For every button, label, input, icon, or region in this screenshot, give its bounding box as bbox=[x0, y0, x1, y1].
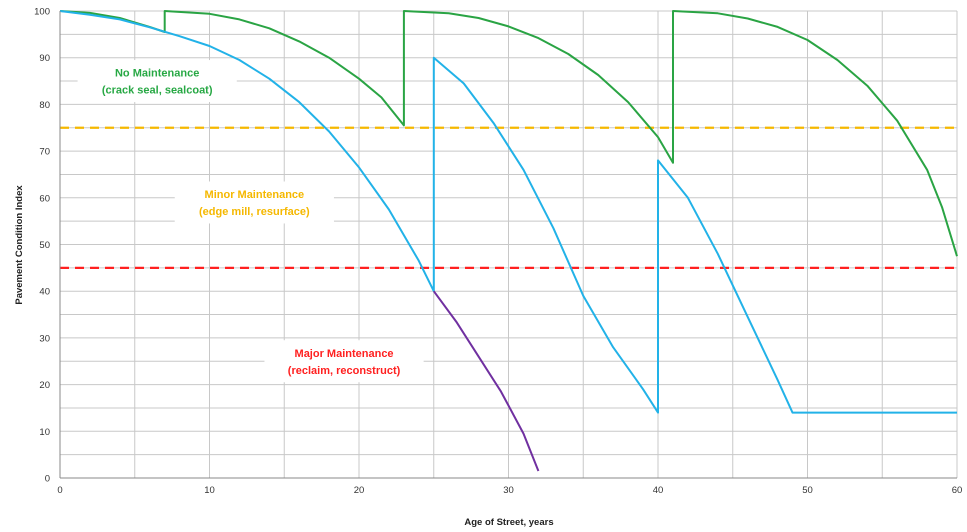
y-tick-label: 0 bbox=[45, 474, 50, 485]
annotation-label: Major Maintenance bbox=[295, 348, 394, 360]
x-tick-label: 60 bbox=[952, 485, 963, 496]
y-tick-label: 10 bbox=[39, 427, 50, 438]
x-axis-title: Age of Street, years bbox=[464, 517, 553, 528]
y-axis-title: Pavement Condition Index bbox=[14, 185, 25, 305]
annotation-box bbox=[264, 340, 424, 383]
y-tick-label: 40 bbox=[39, 287, 50, 298]
annotation-label: Minor Maintenance bbox=[205, 189, 305, 201]
annotation-label: (reclaim, reconstruct) bbox=[288, 365, 401, 377]
annotation-box bbox=[174, 181, 334, 224]
series-line bbox=[59, 10, 957, 414]
series-line bbox=[59, 10, 958, 257]
annotation-label: (crack seal, sealcoat) bbox=[102, 85, 213, 97]
annotation-box bbox=[77, 60, 237, 103]
y-tick-label: 100 bbox=[34, 7, 50, 18]
series-lines bbox=[59, 10, 958, 472]
x-tick-label: 30 bbox=[503, 485, 514, 496]
y-tick-label: 50 bbox=[39, 240, 50, 251]
x-tick-label: 40 bbox=[653, 485, 664, 496]
y-tick-label: 30 bbox=[39, 333, 50, 344]
x-tick-label: 10 bbox=[204, 485, 215, 496]
y-tick-label: 90 bbox=[39, 53, 50, 64]
y-tick-label: 70 bbox=[39, 147, 50, 158]
x-tick-label: 50 bbox=[802, 485, 813, 496]
annotation-label: (edge mill, resurface) bbox=[199, 206, 310, 218]
y-tick-label: 20 bbox=[39, 380, 50, 391]
axes: 0 10 20 30 40 50 60 70 80 90 100 0 10 20 30 40 50 60 bbox=[34, 7, 962, 497]
series-line bbox=[432, 290, 540, 472]
x-tick-label: 20 bbox=[354, 485, 365, 496]
y-tick-label: 60 bbox=[39, 193, 50, 204]
annotations: No Maintenance (crack seal, sealcoat) Mino… bbox=[77, 60, 424, 383]
y-tick-label: 80 bbox=[39, 100, 50, 111]
annotation-label: No Maintenance bbox=[115, 68, 199, 80]
x-tick-label: 0 bbox=[57, 485, 62, 496]
